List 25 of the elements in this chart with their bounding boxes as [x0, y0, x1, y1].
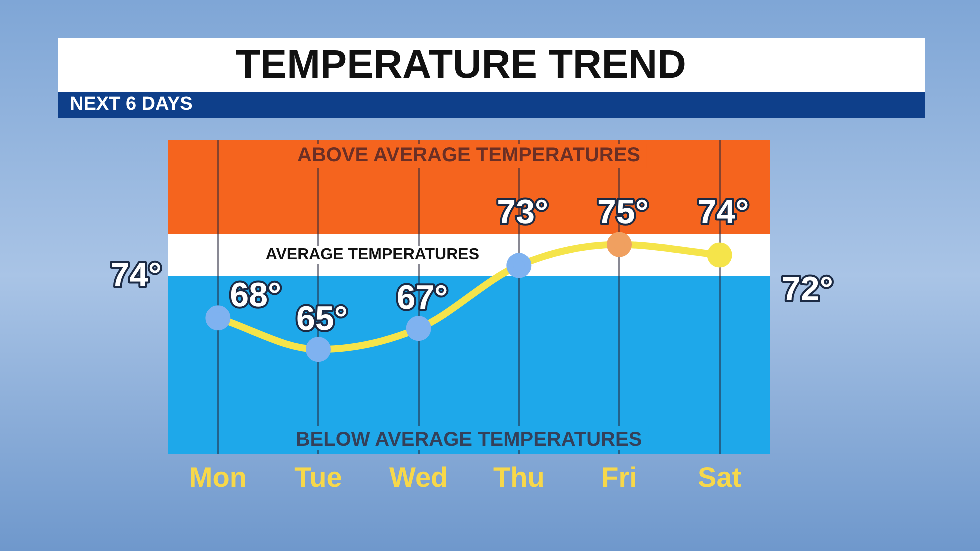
x-tick-label: Sat — [698, 462, 742, 493]
point — [406, 316, 432, 342]
text: 72° — [782, 270, 834, 309]
x-tick-label: Fri — [602, 462, 638, 493]
data-label: 74° — [698, 194, 750, 232]
point — [306, 337, 331, 362]
x-tick-label: Mon — [189, 462, 247, 493]
text: 74° — [110, 256, 162, 295]
point — [506, 253, 532, 278]
x-tick-label: Thu — [494, 462, 545, 493]
data-label: 75° — [598, 194, 649, 232]
band-label: ABOVE AVERAGE TEMPERATURES — [298, 144, 640, 167]
data-label: 68° — [230, 276, 282, 315]
chart-subtitle: NEXT 6 DAYS — [58, 92, 925, 118]
data-label: 65° — [296, 300, 348, 338]
point — [206, 306, 231, 331]
point — [607, 232, 632, 258]
band-label: AVERAGE TEMPERATURES — [266, 246, 480, 264]
data-label: 73° — [497, 194, 549, 232]
band-label: BELOW AVERAGE TEMPERATURES — [296, 428, 642, 451]
data-label: 67° — [396, 279, 448, 318]
chart-title: TEMPERATURE TREND — [236, 42, 686, 88]
point — [707, 242, 732, 268]
x-tick-label: Wed — [390, 462, 448, 493]
x-tick-label: Tue — [294, 462, 342, 493]
